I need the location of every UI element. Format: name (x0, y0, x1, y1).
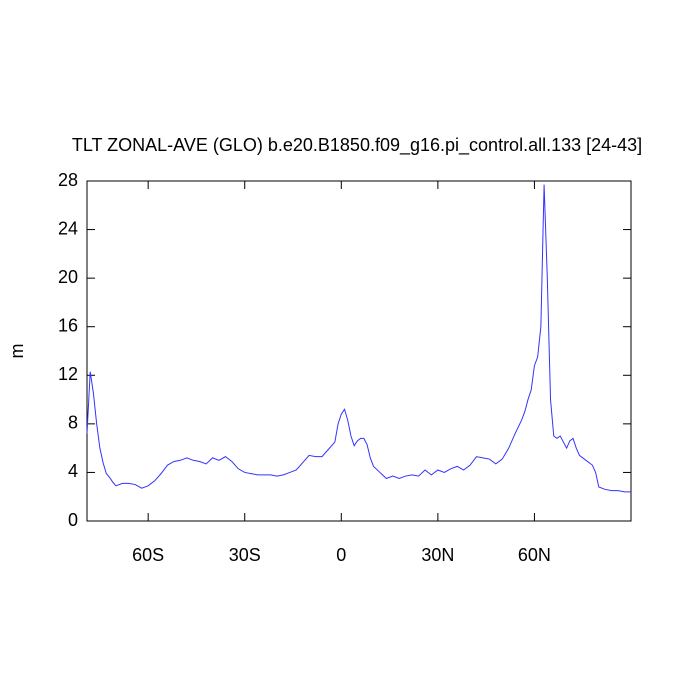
x-tick-label: 60N (518, 545, 551, 565)
y-tick-label: 28 (58, 170, 78, 190)
y-tick-label: 20 (58, 267, 78, 287)
y-axis-label: m (7, 344, 27, 359)
x-tick-label: 0 (336, 545, 346, 565)
y-tick-label: 16 (58, 315, 78, 335)
y-tick-label: 0 (68, 510, 78, 530)
chart-title: TLT ZONAL-AVE (GLO) b.e20.B1850.f09_g16.… (72, 135, 642, 156)
y-tick-label: 12 (58, 364, 78, 384)
x-tick-label: 30N (421, 545, 454, 565)
x-tick-label: 30S (229, 545, 261, 565)
data-line (86, 184, 631, 493)
y-tick-label: 4 (68, 461, 78, 481)
y-tick-label: 8 (68, 413, 78, 433)
y-tick-label: 24 (58, 218, 78, 238)
plot-frame (86, 180, 632, 522)
x-tick-label: 60S (132, 545, 164, 565)
